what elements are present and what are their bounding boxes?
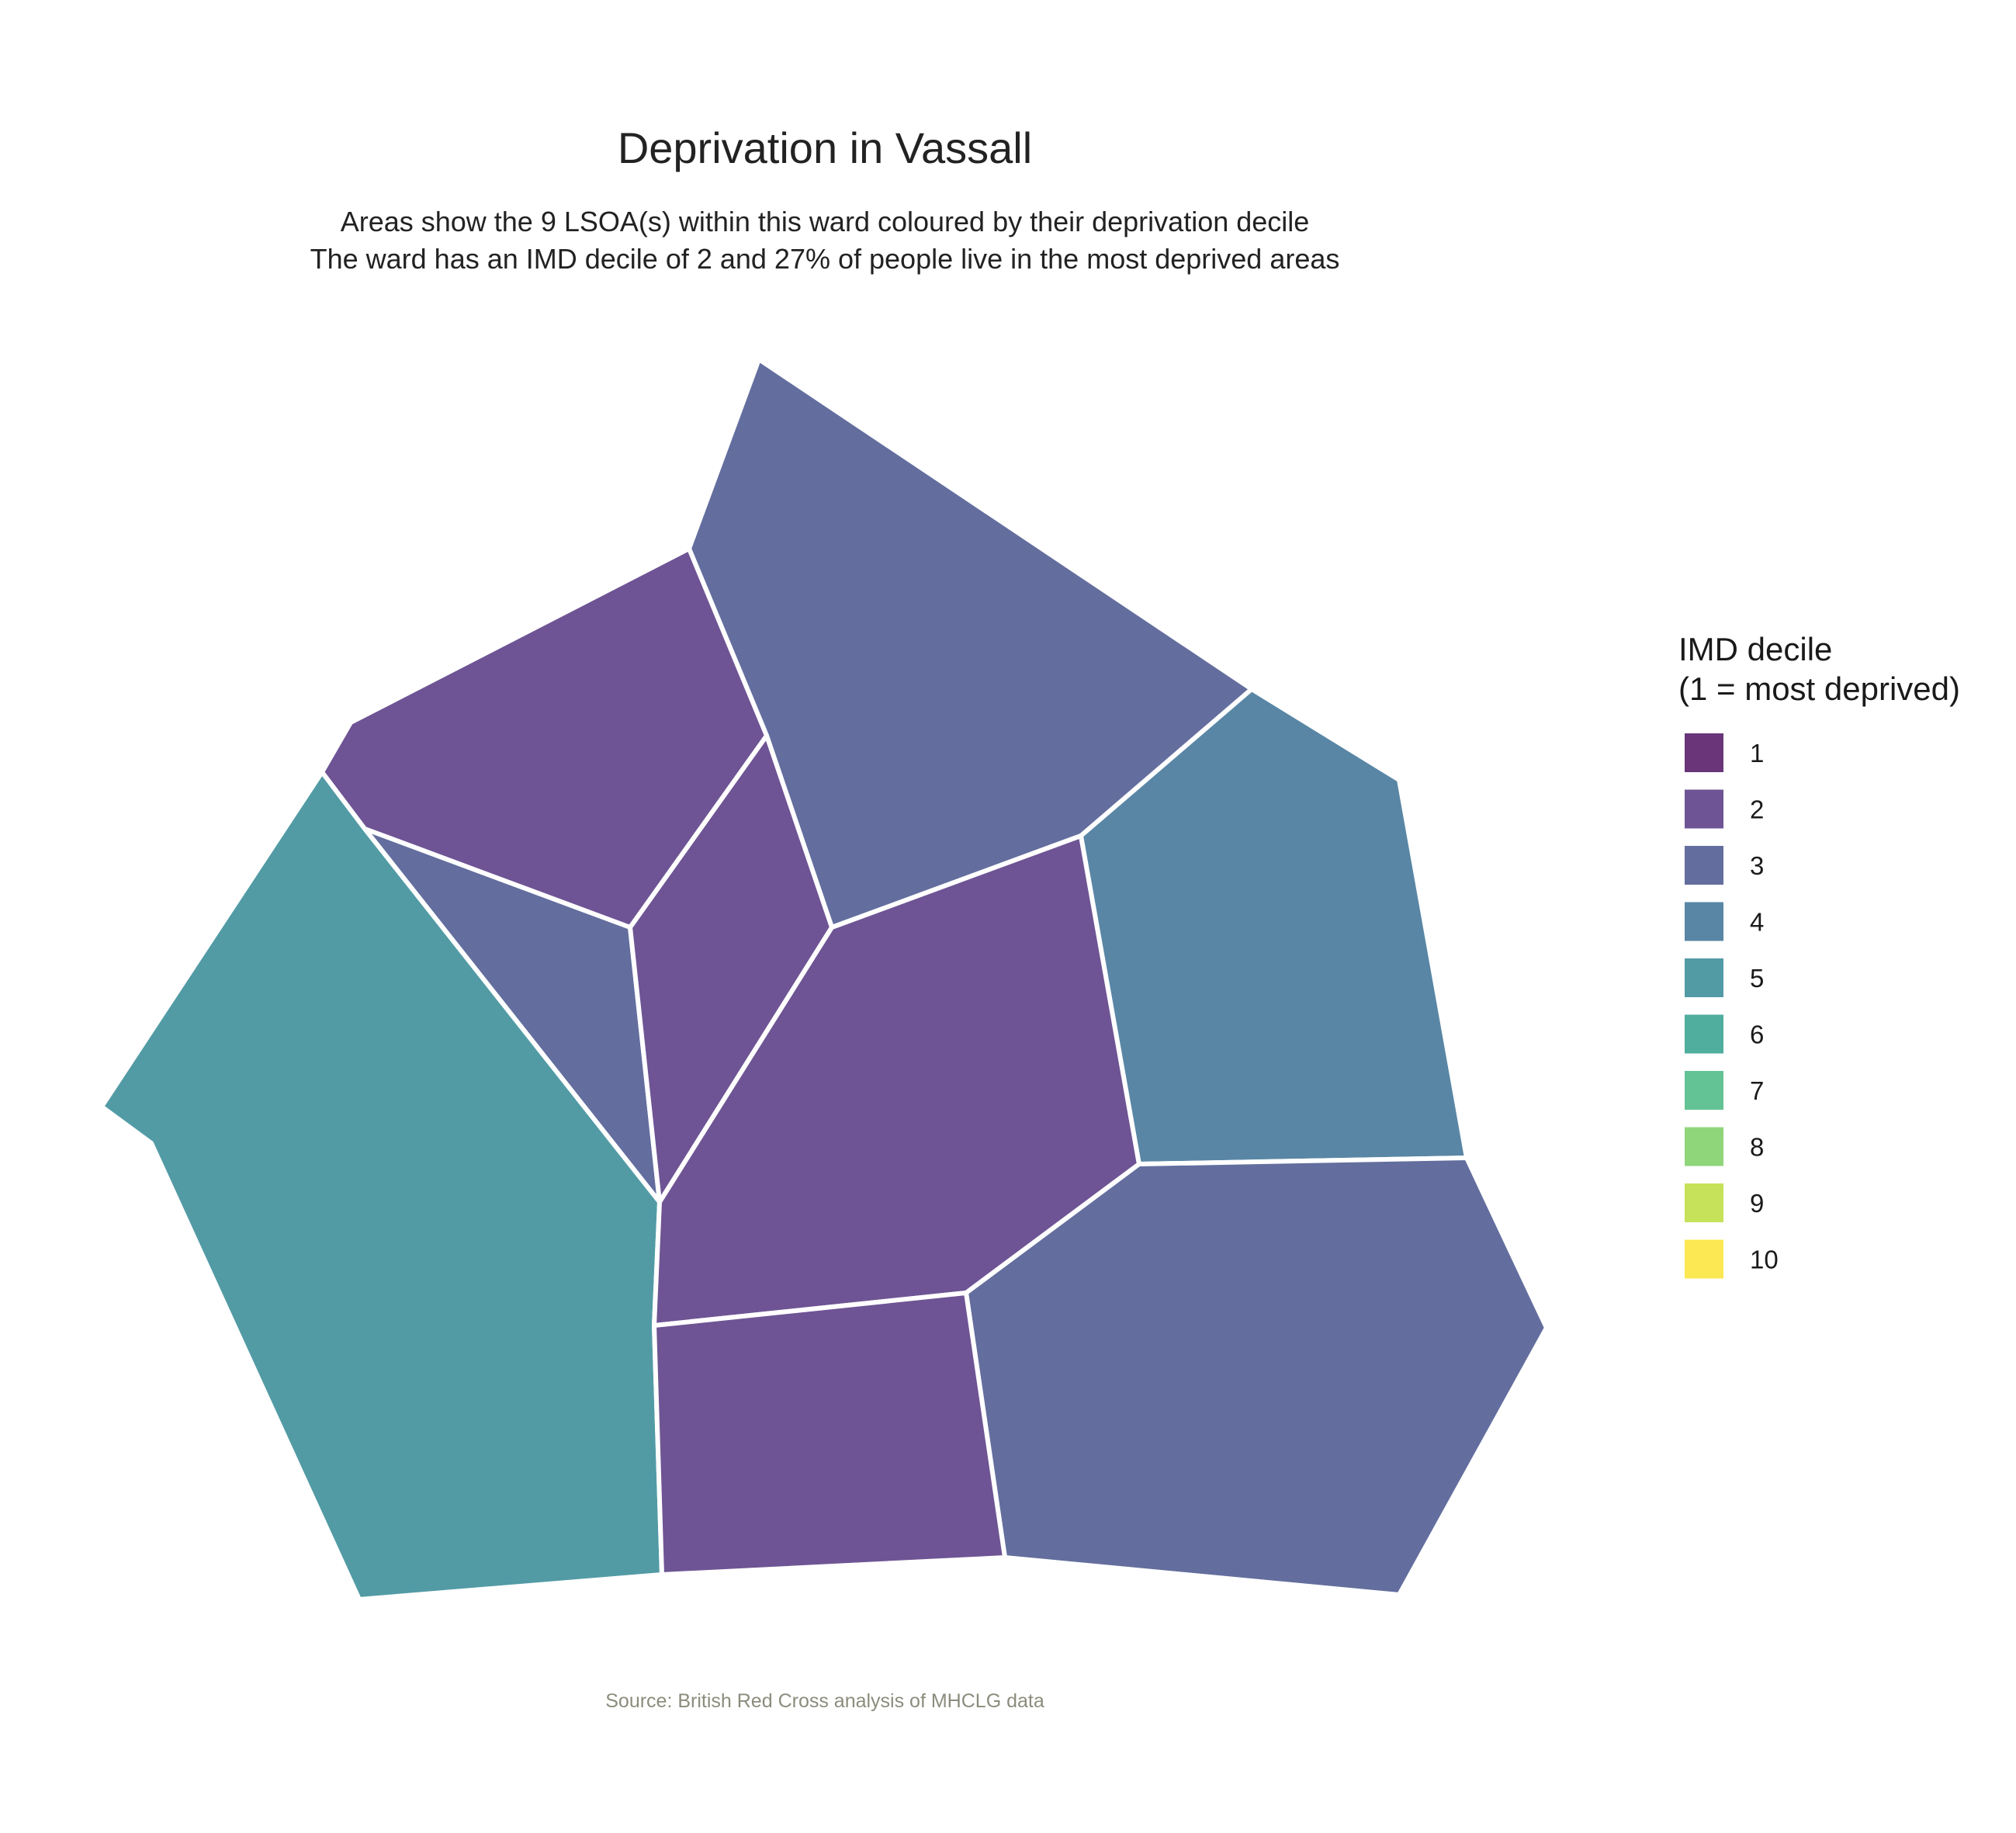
legend-key-2	[1685, 789, 1723, 829]
legend-key-7	[1685, 1071, 1723, 1110]
map-source-caption: Source: British Red Cross analysis of MH…	[605, 1690, 1044, 1712]
map-subtitle-line-1: Areas show the 9 LSOA(s) within this war…	[341, 206, 1310, 237]
legend-label-3: 3	[1750, 851, 1764, 880]
legend-label-4: 4	[1750, 908, 1764, 937]
legend-label-6: 6	[1750, 1020, 1764, 1049]
legend-label-10: 10	[1750, 1246, 1779, 1274]
legend-key-10	[1685, 1239, 1723, 1279]
legend: IMD decile (1 = most deprived) 1 2 3 4 5 6 7 8 9…	[1678, 631, 1960, 1279]
legend-key-9	[1685, 1183, 1723, 1222]
lsoa-area-south	[652, 1291, 1007, 1577]
legend-label-5: 5	[1750, 964, 1764, 993]
legend-key-6	[1685, 1014, 1723, 1054]
legend-key-3	[1685, 846, 1723, 885]
legend-label-7: 7	[1750, 1076, 1764, 1105]
map-title: Deprivation in Vassall	[618, 123, 1032, 172]
legend-key-8	[1685, 1127, 1723, 1166]
legend-label-1: 1	[1750, 739, 1764, 768]
legend-key-5	[1685, 958, 1723, 997]
legend-label-9: 9	[1750, 1189, 1764, 1218]
map-subtitle-line-2: The ward has an IMD decile of 2 and 27% …	[310, 243, 1340, 275]
legend-key-4	[1685, 902, 1723, 941]
legend-label-8: 8	[1750, 1133, 1764, 1162]
legend-title-line-1: IMD decile	[1678, 631, 1832, 667]
legend-key-1	[1685, 733, 1723, 772]
ward-map	[99, 357, 1549, 1602]
legend-label-2: 2	[1750, 795, 1764, 824]
legend-items: 1 2 3 4 5 6 7 8 9 10	[1685, 733, 1779, 1279]
legend-title-line-2: (1 = most deprived)	[1678, 670, 1960, 707]
